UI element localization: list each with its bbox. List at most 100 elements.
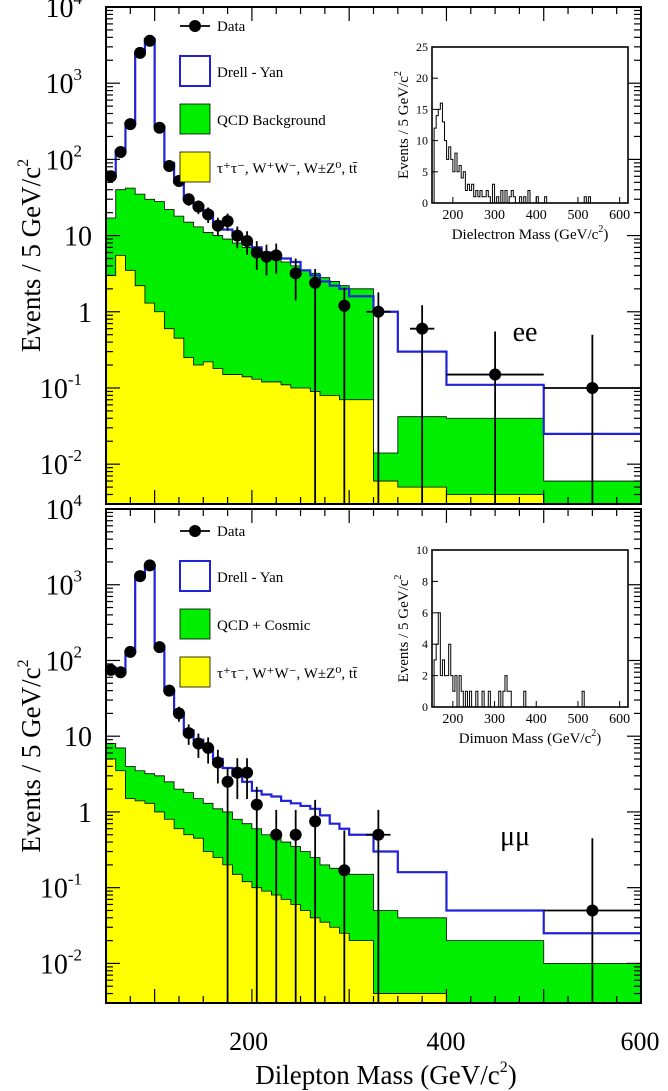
data-point bbox=[231, 766, 244, 779]
data-point bbox=[114, 666, 127, 679]
y-axis-title-main: Events / 5 GeV/c bbox=[16, 167, 46, 352]
data-point bbox=[270, 828, 283, 841]
ewk-outline bbox=[106, 758, 641, 1004]
x-axis-title: Dilepton Mass (GeV/c2) bbox=[255, 1059, 516, 1090]
data-point bbox=[114, 146, 127, 159]
y-tick-exp: -1 bbox=[68, 870, 82, 889]
y-tick-label: 102 bbox=[46, 642, 83, 677]
ewk-area bbox=[106, 758, 641, 1003]
data-point bbox=[338, 299, 351, 312]
drell-yan-line bbox=[106, 564, 641, 935]
inset-x-axis-title-main: Dielectron Mass (GeV/c bbox=[452, 227, 599, 243]
data-point bbox=[153, 641, 166, 654]
channel-label: ee bbox=[513, 317, 538, 348]
data-point bbox=[270, 249, 283, 262]
y-tick-label: 1 bbox=[78, 298, 92, 329]
inset-y-axis-title-sup: 2 bbox=[393, 575, 404, 580]
x-axis-title-sup: 2 bbox=[500, 1059, 508, 1076]
inset-frame bbox=[431, 46, 629, 204]
y-axis-title-sup: 2 bbox=[15, 659, 32, 667]
inset-x-axis-title-sup: 2 bbox=[591, 728, 596, 739]
inset-y-axis-title-main: Events / 5 GeV/c bbox=[396, 579, 412, 682]
data-point bbox=[104, 663, 117, 676]
y-tick-base: 10 bbox=[46, 69, 74, 100]
legend-ewk-swatch bbox=[179, 151, 211, 183]
inset-x-tick-label: 600 bbox=[609, 208, 630, 223]
inset-x-axis-title-sup: 2 bbox=[598, 224, 603, 235]
inset-y-axis-title: Events / 5 GeV/c2 bbox=[393, 575, 412, 683]
inset-x-axis-title-main: Dimuon Mass (GeV/c bbox=[459, 731, 592, 747]
y-tick-label: 10 bbox=[64, 222, 92, 253]
y-tick-exp: 4 bbox=[74, 0, 83, 8]
ewk-area bbox=[106, 255, 641, 504]
inset-x-axis-title: Dielectron Mass (GeV/c2) bbox=[452, 224, 609, 243]
inset-x-tick-label: 400 bbox=[526, 208, 547, 223]
x-tick-label-200: 200 bbox=[229, 1027, 268, 1056]
y-tick-exp: 2 bbox=[74, 141, 83, 160]
inset-y-tick-label: 10 bbox=[416, 134, 428, 148]
inset-y-axis-title-sup: 2 bbox=[393, 71, 404, 76]
inset-y-tick-label: 25 bbox=[416, 40, 428, 54]
data-point bbox=[182, 727, 195, 740]
inset-y-tick-label: 10 bbox=[416, 543, 428, 557]
legend-qcd-swatch bbox=[179, 103, 211, 135]
inset-y-tick-label: 6 bbox=[422, 606, 428, 620]
inset-x-axis-title-close: ) bbox=[596, 731, 601, 747]
ewk-outline bbox=[106, 254, 641, 505]
legend-ewk-label: τ⁺τ⁻, W⁺W⁻, W±Z⁰, tt̄ bbox=[217, 161, 358, 177]
inset-x-axis-title-close: ) bbox=[603, 227, 608, 243]
data-point bbox=[202, 741, 215, 754]
data-point bbox=[289, 828, 302, 841]
data-point bbox=[143, 559, 156, 572]
data-point bbox=[143, 34, 156, 47]
drell-yan-line bbox=[106, 37, 641, 435]
data-point bbox=[192, 737, 205, 750]
legend-qcd-swatch bbox=[179, 608, 211, 640]
data-point bbox=[250, 798, 263, 811]
y-tick-base: 1 bbox=[78, 798, 92, 829]
data-point bbox=[153, 121, 166, 134]
y-tick-label: 104 bbox=[46, 491, 83, 526]
data-point bbox=[221, 775, 234, 788]
y-tick-base: 10 bbox=[64, 722, 92, 753]
y-tick-label: 10 bbox=[64, 722, 92, 753]
y-tick-base: 10 bbox=[40, 374, 68, 405]
data-point bbox=[134, 570, 147, 583]
y-tick-exp: 2 bbox=[74, 642, 83, 661]
data-point bbox=[338, 864, 351, 877]
y-tick-label: 10-2 bbox=[40, 945, 82, 980]
inset-x-tick-label: 300 bbox=[484, 208, 505, 223]
data-point bbox=[372, 305, 385, 318]
y-tick-base: 10 bbox=[40, 450, 68, 481]
inset-x-tick-label: 500 bbox=[567, 712, 588, 727]
data-point bbox=[372, 828, 385, 841]
y-tick-label: 103 bbox=[46, 567, 83, 602]
qcd-outline bbox=[106, 187, 641, 482]
legend-qcd-label: QCD Background bbox=[217, 113, 326, 129]
inset-x-tick-label: 400 bbox=[526, 712, 547, 727]
legend-dy-label: Drell - Yan bbox=[217, 570, 284, 586]
y-tick-base: 10 bbox=[46, 646, 74, 677]
data-point bbox=[309, 815, 322, 828]
y-tick-exp: 3 bbox=[74, 567, 83, 586]
y-tick-base: 10 bbox=[40, 874, 68, 905]
y-tick-label: 1 bbox=[78, 798, 92, 829]
y-tick-exp: 3 bbox=[74, 65, 83, 84]
inset-y-axis-title: Events / 5 GeV/c2 bbox=[393, 71, 412, 179]
legend-data-label: Data bbox=[217, 524, 246, 540]
y-tick-base: 10 bbox=[46, 0, 74, 24]
inset-histogram: 200 300 400 500 600 0 2 4 6 8 10 Dimuon Mass (GeV/c… bbox=[393, 543, 630, 747]
inset-histogram: 200 300 400 500 600 0 5 10 15 20 25 Dielectron Mass… bbox=[393, 40, 630, 243]
y-tick-base: 1 bbox=[78, 298, 92, 329]
legend-dy-label: Drell - Yan bbox=[217, 65, 284, 81]
inset-x-tick-label: 200 bbox=[442, 208, 463, 223]
inset-histogram-line bbox=[432, 612, 593, 708]
data-point bbox=[289, 267, 302, 280]
legend-ewk-label: τ⁺τ⁻, W⁺W⁻, W±Z⁰, tt̄ bbox=[217, 666, 358, 682]
y-axis-title: Events / 5 GeV/c2 bbox=[15, 159, 46, 352]
legend-data-marker bbox=[189, 525, 201, 537]
x-tick-label-600: 600 bbox=[621, 1027, 660, 1056]
inset-y-tick-label: 2 bbox=[422, 669, 428, 683]
